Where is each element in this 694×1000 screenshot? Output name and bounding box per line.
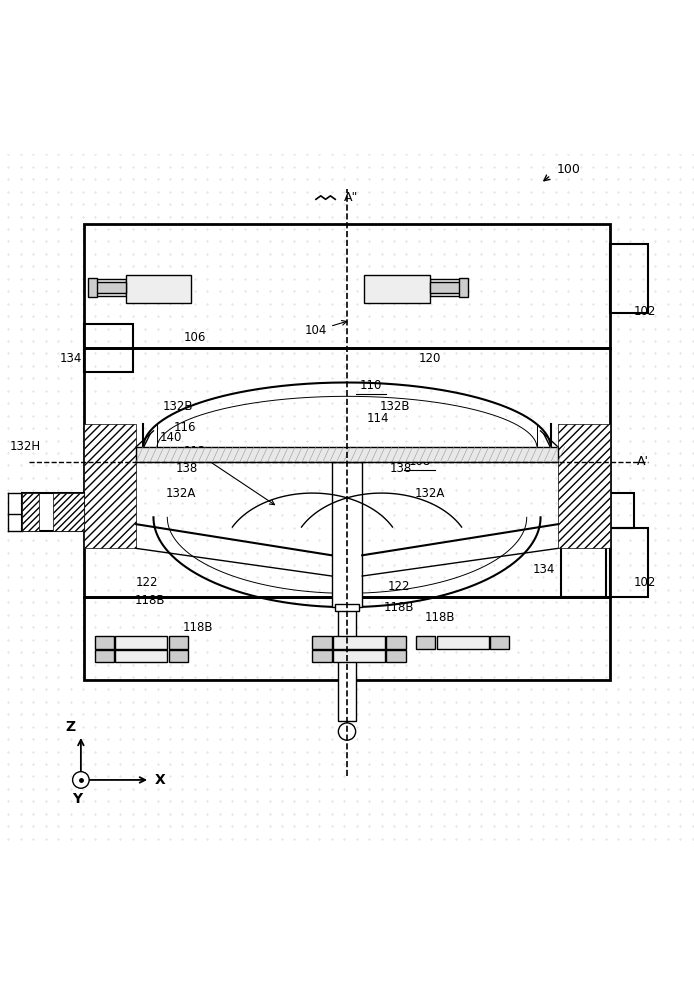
Bar xyxy=(332,462,362,607)
Text: 132H: 132H xyxy=(10,440,41,453)
Bar xyxy=(85,224,609,348)
Text: 114: 114 xyxy=(367,412,389,425)
Text: 106: 106 xyxy=(184,331,206,344)
Text: 132A: 132A xyxy=(166,487,196,500)
Bar xyxy=(88,278,96,297)
Text: 132B: 132B xyxy=(162,400,193,413)
Bar xyxy=(609,528,648,597)
Bar xyxy=(94,650,114,662)
Text: 118B: 118B xyxy=(384,601,414,614)
Bar xyxy=(169,650,188,662)
Circle shape xyxy=(73,772,89,788)
Text: 104: 104 xyxy=(305,321,346,337)
Text: 132B: 132B xyxy=(380,400,411,413)
Bar xyxy=(312,636,332,649)
Bar xyxy=(94,282,126,293)
Text: Y: Y xyxy=(72,792,83,806)
Text: 134: 134 xyxy=(533,563,555,576)
Bar xyxy=(136,447,558,462)
Bar xyxy=(115,636,167,649)
Text: 122: 122 xyxy=(387,580,410,593)
Bar xyxy=(430,282,461,293)
Text: 138: 138 xyxy=(390,462,412,475)
Bar xyxy=(115,650,167,662)
Text: 140: 140 xyxy=(160,431,182,444)
Text: 118A: 118A xyxy=(138,279,169,292)
Bar xyxy=(312,650,332,662)
Bar xyxy=(459,278,468,297)
Text: 118B: 118B xyxy=(425,611,455,624)
Text: 110: 110 xyxy=(360,379,382,392)
Text: 100: 100 xyxy=(557,163,580,176)
Bar xyxy=(169,636,188,649)
Text: 120: 120 xyxy=(418,352,441,365)
Bar xyxy=(94,636,114,649)
Bar xyxy=(85,424,136,548)
Bar xyxy=(333,636,385,649)
Bar xyxy=(430,279,461,296)
Ellipse shape xyxy=(339,723,355,740)
Bar xyxy=(333,650,385,662)
Bar xyxy=(53,493,85,531)
Text: 102: 102 xyxy=(634,576,657,589)
Bar xyxy=(364,275,430,303)
Text: 118A: 118A xyxy=(425,279,455,292)
Text: 116: 116 xyxy=(174,421,196,434)
Bar xyxy=(558,424,609,548)
Bar xyxy=(22,493,40,531)
Bar xyxy=(609,244,648,313)
Bar xyxy=(387,636,406,649)
Bar xyxy=(437,636,489,649)
Bar xyxy=(387,650,406,662)
Text: A': A' xyxy=(637,455,650,468)
Bar xyxy=(85,348,609,597)
Bar xyxy=(94,279,126,296)
Text: 108: 108 xyxy=(409,455,431,468)
Text: 134: 134 xyxy=(59,352,82,365)
Text: X: X xyxy=(155,773,166,787)
Text: 118B: 118B xyxy=(135,594,165,607)
Bar xyxy=(490,636,509,649)
Bar xyxy=(338,607,356,721)
Text: 138: 138 xyxy=(176,462,198,475)
Text: 112: 112 xyxy=(184,445,275,505)
Bar xyxy=(335,604,359,611)
Text: 122: 122 xyxy=(135,576,158,589)
Bar xyxy=(126,275,192,303)
Bar xyxy=(561,535,606,597)
Bar xyxy=(22,493,85,531)
Bar xyxy=(85,324,133,372)
Bar xyxy=(85,597,609,680)
Text: A": A" xyxy=(344,191,358,204)
Text: 132A: 132A xyxy=(415,487,445,500)
Text: 102: 102 xyxy=(634,305,657,318)
Bar xyxy=(609,493,634,528)
Text: Z: Z xyxy=(65,720,76,734)
Bar xyxy=(416,636,435,649)
Text: 118B: 118B xyxy=(183,621,214,634)
